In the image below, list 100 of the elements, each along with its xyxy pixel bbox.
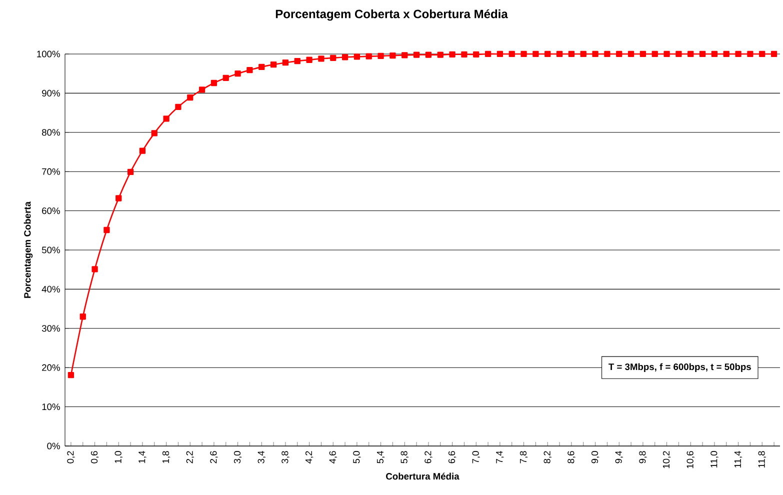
point bbox=[688, 50, 694, 58]
point bbox=[770, 50, 778, 58]
point bbox=[258, 64, 265, 70]
point bbox=[175, 104, 182, 110]
point bbox=[425, 52, 432, 58]
y-axis-title: Porcentagem Coberta bbox=[24, 201, 33, 298]
point bbox=[390, 52, 396, 59]
x-tick-label: 4,6 bbox=[329, 451, 337, 464]
point bbox=[437, 52, 444, 58]
point bbox=[759, 50, 766, 58]
x-tick-label: 4,2 bbox=[305, 451, 314, 464]
point bbox=[127, 168, 134, 176]
x-tick-label: 9,4 bbox=[615, 450, 623, 464]
x-tick-label: 0,2 bbox=[67, 451, 75, 464]
y-tick-label: 90% bbox=[42, 90, 60, 96]
point bbox=[484, 50, 492, 58]
point bbox=[342, 54, 348, 60]
x-tick-label: 6,2 bbox=[424, 451, 432, 464]
x-tick-label: 5,0 bbox=[353, 451, 361, 464]
point bbox=[104, 226, 110, 234]
x-axis-title: Cobertura Média bbox=[386, 472, 460, 480]
point bbox=[711, 50, 718, 58]
point bbox=[163, 116, 170, 122]
chart-title: Porcentagem Coberta x Cobertura Média bbox=[276, 9, 508, 21]
point bbox=[210, 80, 218, 86]
point bbox=[92, 266, 98, 272]
point bbox=[461, 51, 468, 58]
point bbox=[544, 50, 551, 58]
point bbox=[330, 54, 336, 61]
point bbox=[735, 50, 742, 58]
x-tick-label: 8,6 bbox=[568, 451, 576, 464]
point bbox=[80, 314, 86, 320]
y-tick-label: 70% bbox=[42, 168, 60, 175]
y-tick-label: 60% bbox=[42, 208, 60, 214]
point bbox=[532, 50, 539, 58]
point bbox=[580, 50, 586, 58]
y-tick-label: 30% bbox=[42, 325, 60, 332]
point bbox=[68, 372, 74, 378]
x-tick-label: 5,8 bbox=[400, 451, 408, 464]
y-tick-label: 80% bbox=[42, 129, 60, 136]
point bbox=[676, 50, 682, 58]
x-tick-label: 10,6 bbox=[686, 451, 694, 468]
annotation: T = 3Mbps, f = 600bps, t = 50bps bbox=[608, 363, 751, 372]
point bbox=[234, 70, 241, 77]
y-tick-label: 10% bbox=[42, 403, 60, 410]
x-tick-label: 6,6 bbox=[448, 451, 456, 464]
x-tick-label: 7,8 bbox=[520, 451, 528, 464]
x-tick-label: 2,6 bbox=[210, 451, 218, 464]
y-tick-label: 100% bbox=[37, 50, 60, 58]
point bbox=[139, 148, 146, 154]
point bbox=[306, 56, 312, 63]
point bbox=[616, 50, 622, 58]
point bbox=[318, 56, 324, 62]
y-tick-label: 20% bbox=[42, 364, 60, 371]
point bbox=[640, 50, 646, 58]
point bbox=[282, 60, 289, 66]
x-tick-label: 8,2 bbox=[544, 451, 552, 464]
x-tick-label: 11,8 bbox=[758, 451, 766, 468]
point bbox=[116, 195, 122, 202]
point bbox=[508, 50, 515, 58]
x-tick-label: 7,0 bbox=[472, 451, 480, 464]
x-tick-label: 3,8 bbox=[282, 451, 290, 464]
point bbox=[556, 50, 563, 58]
x-tick-label: 11,4 bbox=[734, 450, 742, 468]
point bbox=[496, 50, 504, 58]
point bbox=[568, 50, 575, 58]
x-tick-label: 9,0 bbox=[591, 451, 600, 464]
x-tick-label: 11,0 bbox=[710, 451, 718, 468]
x-tick-label: 1,0 bbox=[114, 451, 122, 463]
x-tick-label: 1,8 bbox=[162, 451, 170, 463]
y-tick-label: 50% bbox=[42, 246, 60, 254]
y-tick-label: 0% bbox=[47, 442, 60, 450]
point bbox=[628, 50, 634, 58]
point bbox=[294, 58, 300, 64]
point bbox=[723, 50, 730, 58]
point bbox=[198, 86, 206, 93]
point bbox=[520, 50, 527, 58]
x-tick-label: 3,4 bbox=[258, 450, 266, 464]
point bbox=[652, 50, 658, 58]
point bbox=[270, 62, 277, 68]
point bbox=[222, 74, 229, 81]
x-tick-label: 10,2 bbox=[662, 451, 671, 468]
point bbox=[187, 94, 194, 101]
x-tick-label: 2,2 bbox=[186, 451, 194, 464]
x-tick-label: 3,0 bbox=[234, 451, 242, 464]
point bbox=[366, 53, 372, 60]
point bbox=[151, 130, 158, 136]
x-tick-label: 9,8 bbox=[639, 451, 647, 464]
point bbox=[604, 50, 610, 58]
point bbox=[354, 54, 360, 60]
y-tick-label: 40% bbox=[42, 286, 60, 292]
x-tick-label: 7,4 bbox=[496, 450, 504, 464]
x-tick-label: 5,4 bbox=[376, 450, 385, 464]
x-tick-label: 0,6 bbox=[90, 451, 99, 464]
point bbox=[747, 50, 754, 58]
point bbox=[592, 50, 598, 58]
point bbox=[664, 50, 670, 58]
point bbox=[246, 66, 253, 74]
point bbox=[473, 51, 480, 58]
point bbox=[449, 51, 456, 58]
